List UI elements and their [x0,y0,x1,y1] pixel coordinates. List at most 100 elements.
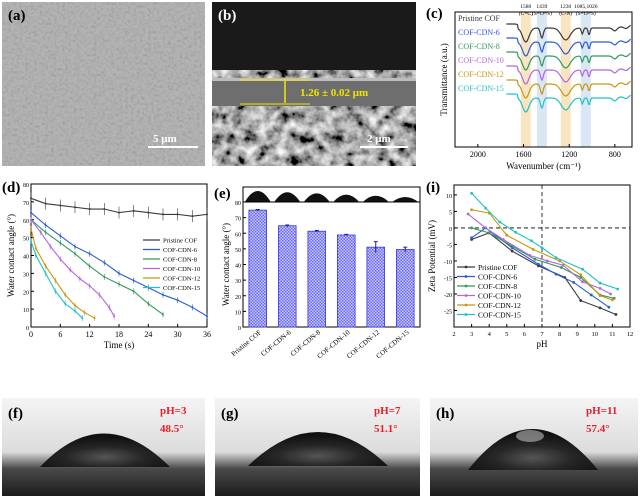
data-point [147,302,150,305]
data-point [162,213,164,216]
legend-marker [464,284,468,288]
y-tick-label: 40 [235,264,241,270]
data-point [30,218,32,221]
data-point [545,259,549,263]
panel-h-droplet-photo: (h) pH=11 57.4° [430,398,638,496]
data-point [103,261,106,264]
legend-label: COF-CDN-6 [478,273,517,282]
data-point [466,212,470,216]
y-tick-label: 0 [238,326,241,332]
x-tick-label: 9 [576,331,579,338]
panel-h-label: (h) [436,406,454,422]
y-tick-label: 70 [23,201,29,207]
legend-label: COF-CDN-10 [478,292,521,301]
bar [307,230,326,328]
x-axis-label: pH [537,339,549,349]
bar [277,225,297,328]
y-tick-label: 70 [235,217,241,223]
data-point [609,292,613,296]
water-droplet [40,433,170,467]
panel-a-sem-surface-image: (a) 5 μm [2,2,205,166]
data-point [533,257,537,261]
data-point [510,249,514,253]
water-droplet [468,429,598,470]
droplet-thumbnail [362,195,389,202]
data-point [579,273,583,277]
bar [395,249,415,328]
data-point [487,231,491,235]
droplet-thumbnail [244,191,271,202]
data-point [64,293,67,296]
y-tick-label: 20 [235,295,241,301]
x-tick-label: 12 [86,330,94,339]
data-point [561,263,565,267]
data-point [554,256,558,260]
spectrum-line [506,51,631,71]
water-droplet [248,432,388,466]
legend-label: COF-CDN-6 [163,247,198,254]
series-line [30,212,208,317]
x-tick-label: 12 [627,331,634,338]
data-point [34,254,37,257]
y-tick-label: -5 [447,243,452,249]
data-point [528,253,532,257]
droplet-thumbnail [303,193,330,202]
y-axis-label: Transmittance (a.u.) [439,43,449,115]
data-point [530,239,533,243]
data-point [39,231,42,234]
data-point [514,230,517,234]
legend-label: COF-CDN-8 [478,282,517,291]
spectrum-line [506,93,631,113]
data-point [118,272,120,275]
angle-label: 48.5° [160,423,184,435]
panel-d-contact-angle-time-chart: (d) 0 6 12 18 24 30 36 0 10 20 30 40 50 60 70 80 Time (s… [2,180,211,350]
data-point [531,247,535,251]
y-tick-label: -15 [444,276,452,282]
x-tick-label: 4 [488,331,492,338]
panel-f-label: (f) [8,406,23,422]
data-point [54,290,57,293]
plot-frame [242,201,421,328]
x-tick-label: 2000 [470,150,486,159]
highlight-band [520,12,531,147]
data-point [30,240,32,243]
legend-label: COF-CDN-15 [478,311,521,320]
droplet-strip [242,186,421,203]
data-point [118,283,120,286]
data-point [83,311,86,314]
y-tick-label: 40 [23,255,29,261]
y-tick-label: 10 [23,308,29,314]
x-tick-label: 30 [174,330,182,339]
data-point [88,252,91,255]
data-point [74,309,76,312]
x-tick-label: 1200 [561,150,577,159]
highlight-band [560,12,571,147]
data-point [74,252,76,255]
data-point [607,305,611,309]
data-point [572,281,576,284]
y-tick-label: 10 [235,310,241,316]
x-tick-label: 800 [609,150,621,159]
data-point [93,317,96,320]
bar [248,209,267,328]
x-tick-label: 11 [609,331,615,338]
x-tick-label: 6 [58,330,62,339]
y-axis-label: Water contact angle (°) [221,223,231,306]
data-point [118,211,120,214]
series-label: COF-CDN-6 [458,28,500,37]
data-point [558,259,561,263]
droplet-thumbnail [392,197,419,202]
peak-assignment: (C=C) [519,10,533,17]
data-point [34,247,37,250]
legend-label: Pristine COF [478,263,517,272]
peak-label: 1085,1026 [574,4,598,10]
data-point [147,211,150,214]
panel-g-label: (g) [221,406,239,422]
legend-marker [464,265,468,269]
x-tick-label: 3 [470,331,473,338]
legend-marker [464,294,468,297]
data-point [113,315,116,318]
data-point [598,294,602,298]
data-point [30,211,32,214]
data-point [206,315,208,318]
